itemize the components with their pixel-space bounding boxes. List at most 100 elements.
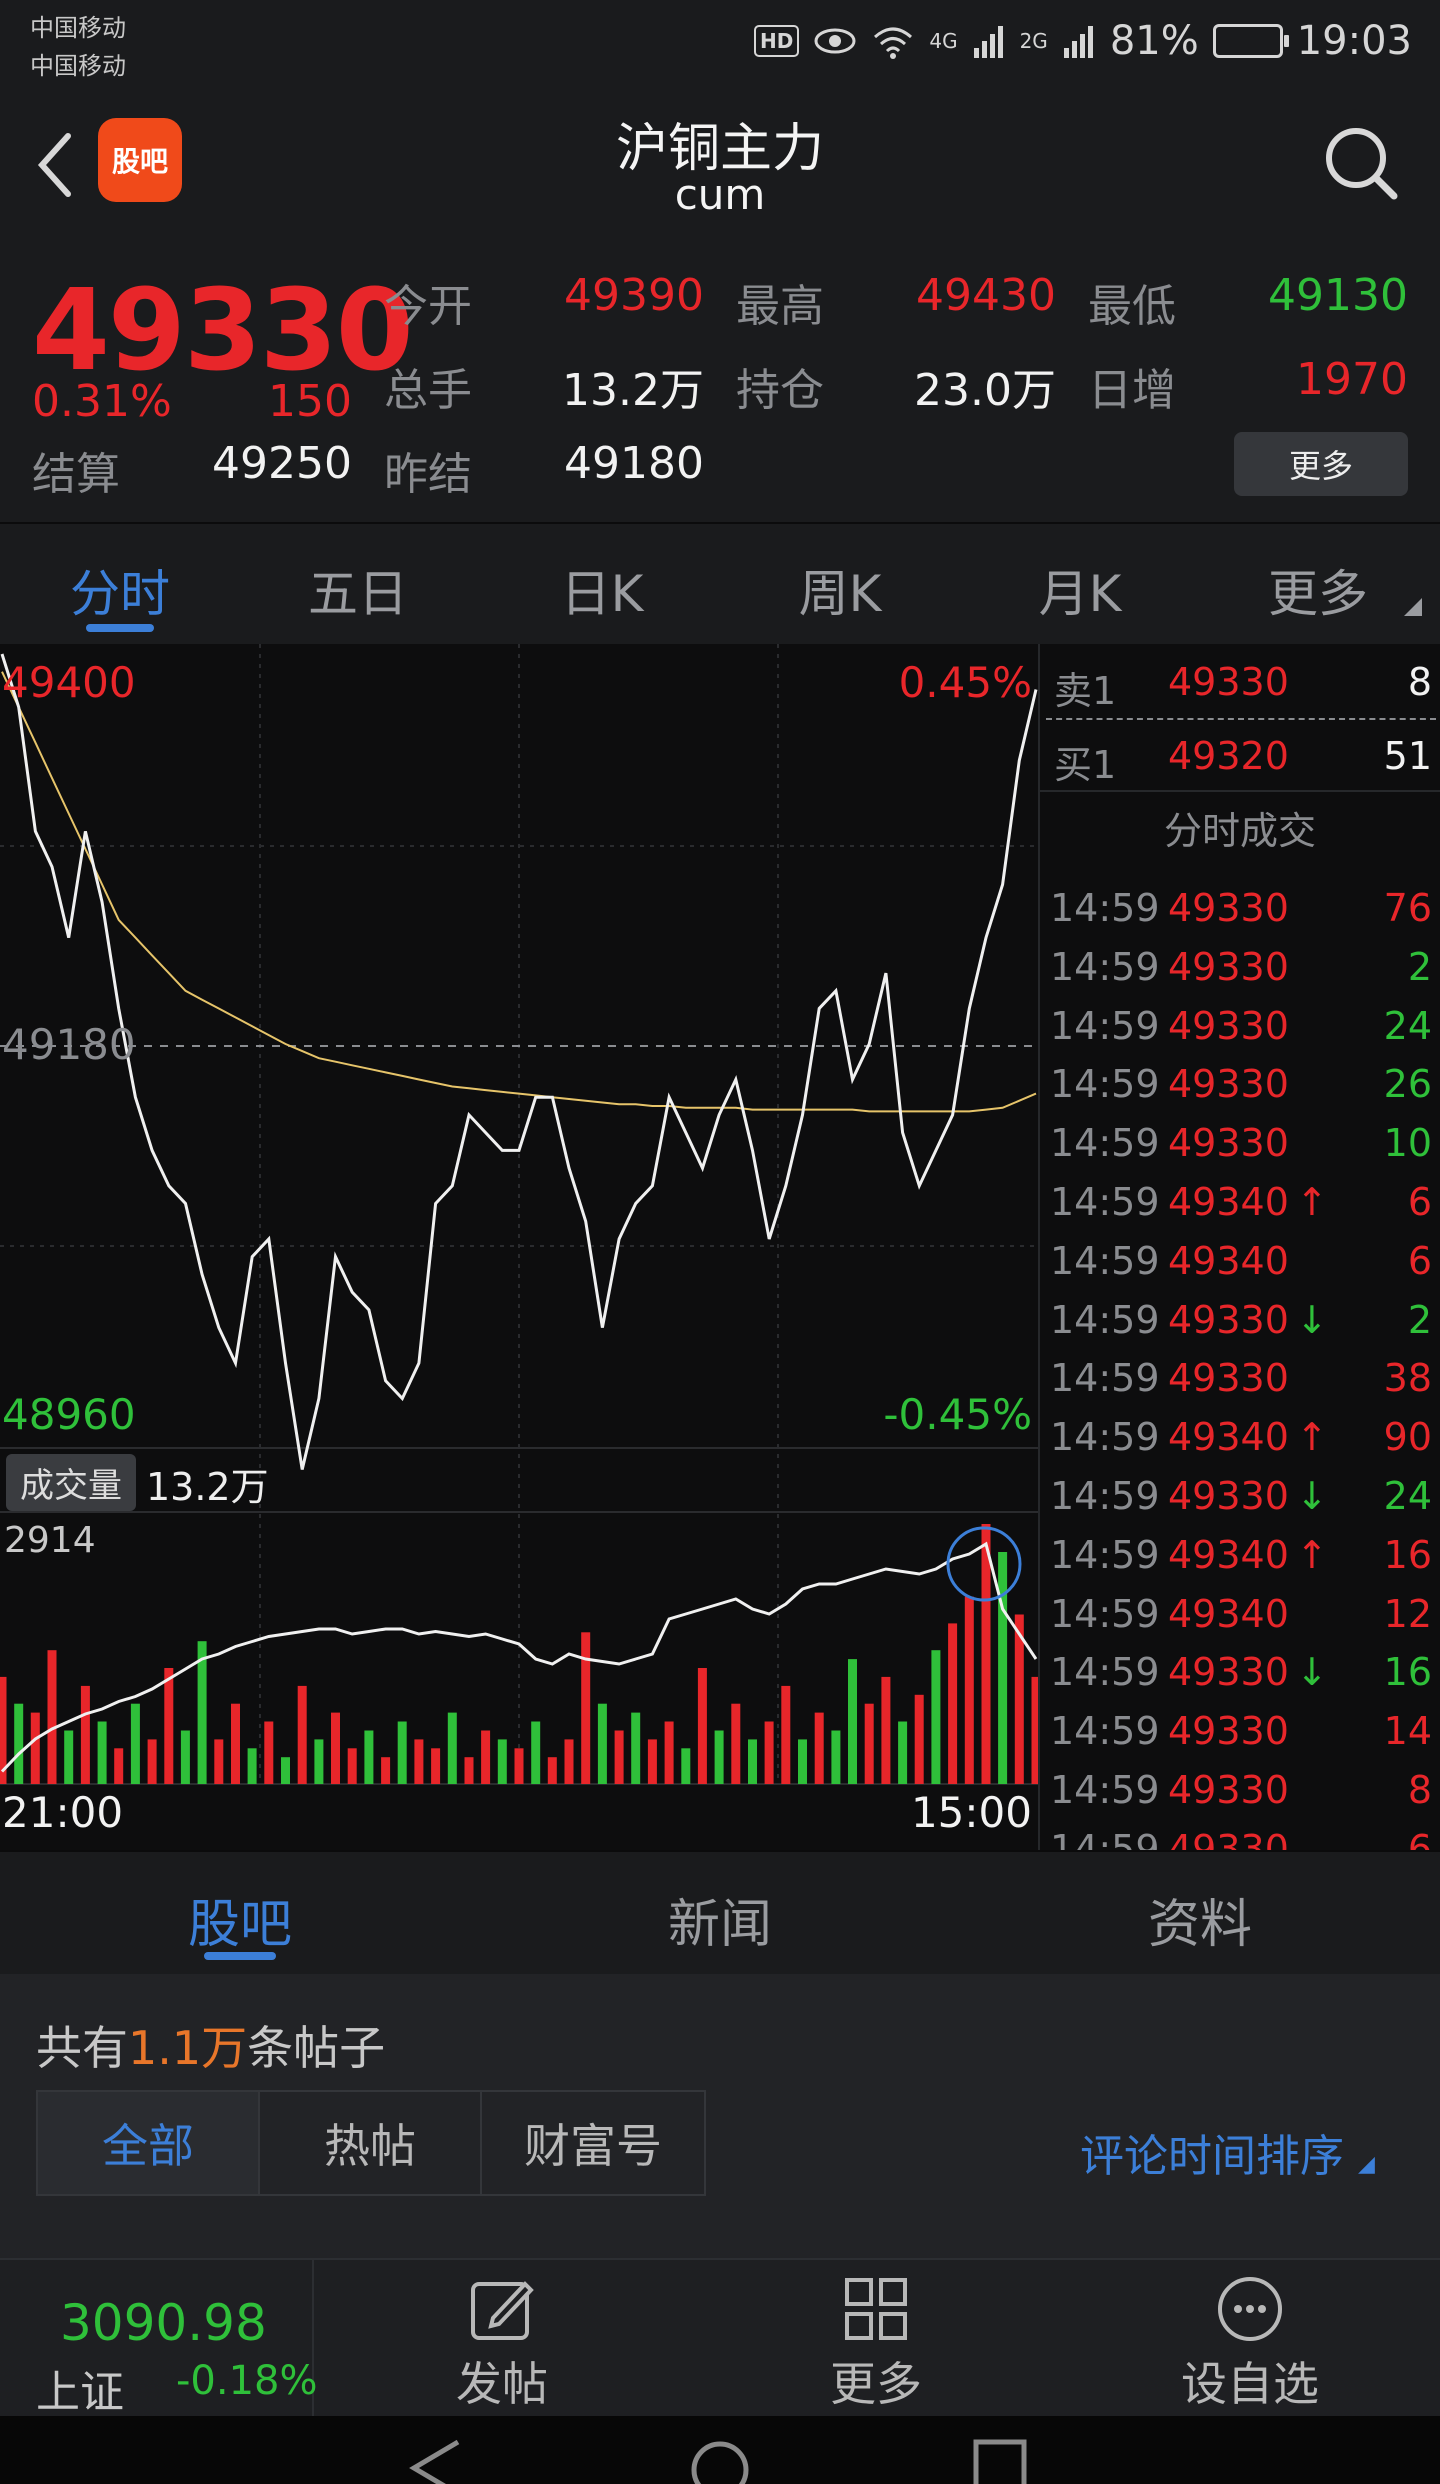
stat-value: 1970 [1296, 354, 1408, 405]
trade-time: 14:59 [1050, 1768, 1160, 1812]
volume-bar [964, 1596, 974, 1784]
trade-price: 49330 [1168, 1121, 1289, 1166]
volume-bar [281, 1757, 290, 1784]
sell-label: 卖1 [1054, 669, 1117, 713]
time-start-label: 21:00 [2, 1788, 124, 1837]
more-button[interactable]: 更多 [764, 2260, 988, 2418]
open-interest-line [0, 1541, 1038, 1773]
volume-bar [864, 1703, 874, 1784]
volume-label[interactable]: 成交量 [6, 1454, 136, 1511]
tab-guba[interactable]: 股吧 [187, 1895, 292, 1955]
tab-weekly-k[interactable]: 周K [798, 565, 882, 623]
volume-bar [681, 1748, 691, 1784]
status-icons: HD 4G 2G 81% 19:03 [754, 18, 1412, 64]
trade-price: 49330 [1168, 1062, 1289, 1107]
carrier-label: 中国移动 [30, 52, 126, 80]
volume-bar [114, 1748, 124, 1784]
trade-qty: 90 [1383, 1415, 1432, 1460]
watchlist-label: 设自选 [1181, 2357, 1319, 2411]
system-back-icon[interactable] [408, 2438, 464, 2484]
volume-bar [331, 1712, 340, 1784]
change-percent: 0.31% [32, 376, 172, 427]
network-2g-label: 2G [1019, 29, 1048, 53]
trade-qty: 10 [1383, 1121, 1432, 1166]
trade-row: 14:59 49330 26 [1046, 1056, 1436, 1114]
trade-row: 14:59 49330 ↓ 2 [1046, 1292, 1436, 1350]
more-stats-button[interactable]: 更多 [1234, 432, 1408, 496]
filter-all[interactable]: 全部 [36, 2090, 260, 2196]
trade-row: 14:59 49330 ↓ 16 [1046, 1644, 1436, 1702]
network-4g-label: 4G [929, 29, 958, 53]
trade-time: 14:59 [1050, 886, 1160, 930]
trade-row: 14:59 49330 24 [1046, 998, 1436, 1056]
volume-bar [714, 1730, 724, 1784]
trade-price: 49330 [1168, 1474, 1289, 1518]
price-line [0, 653, 1038, 1470]
post-button[interactable]: 发帖 [390, 2260, 614, 2418]
filter-hot[interactable]: 热帖 [258, 2090, 482, 2196]
change-value: 150 [268, 376, 352, 427]
trade-qty: 38 [1383, 1356, 1432, 1401]
index-name: 上证 [36, 2367, 124, 2418]
tab-monthly-k[interactable]: 月K [1038, 565, 1122, 623]
add-watchlist-button[interactable]: 设自选 [1138, 2260, 1362, 2418]
stat-value: 49430 [916, 270, 1056, 321]
trade-time: 14:59 [1050, 1180, 1160, 1224]
volume-bar [147, 1739, 157, 1784]
posts-section: 共有1.1万条帖子 全部 热帖 财富号 评论时间排序 ◢ [0, 1974, 1440, 2258]
edit-icon [471, 2281, 534, 2340]
trade-row: 14:59 49330 76 [1046, 880, 1436, 938]
sort-dropdown[interactable]: 评论时间排序 ◢ [1080, 2120, 1375, 2184]
intraday-chart[interactable]: 49400 0.45% 49180 48960 -0.45% 成交量 13.2万… [0, 644, 1041, 1850]
divider [0, 1850, 1440, 1852]
divider [0, 522, 1440, 524]
tab-intraday[interactable]: 分时 [70, 565, 170, 623]
trade-qty: 14 [1383, 1709, 1432, 1754]
filter-fortune[interactable]: 财富号 [480, 2090, 706, 2196]
trade-qty: 2 [1407, 944, 1432, 989]
post-count-suffix: 条帖子 [247, 2021, 386, 2075]
index-ticker[interactable]: 3090.98 上证 -0.18% [0, 2260, 318, 2418]
volume-bar [197, 1641, 207, 1784]
volume-bar [414, 1739, 424, 1784]
system-home-icon[interactable] [690, 2436, 750, 2484]
guba-logo[interactable]: 股吧 [98, 118, 182, 202]
volume-bar [931, 1650, 941, 1784]
trade-time: 14:59 [1050, 1297, 1160, 1342]
trade-row: 14:59 49330 2 [1046, 939, 1436, 997]
volume-bar [80, 1685, 90, 1784]
tab-five-day[interactable]: 五日 [308, 565, 408, 623]
volume-bar [447, 1712, 457, 1784]
volume-bar [364, 1730, 374, 1784]
up-arrow-icon: ↑ [1296, 1532, 1328, 1577]
tab-more[interactable]: 更多 [1268, 565, 1368, 623]
trade-qty: 24 [1383, 1003, 1432, 1048]
volume-bar [731, 1703, 741, 1784]
time-end-label: 15:00 [910, 1788, 1032, 1837]
system-recents-icon[interactable] [972, 2438, 1028, 2484]
volume-bar [1014, 1614, 1024, 1784]
volume-bar [397, 1721, 407, 1784]
volume-bar [381, 1757, 391, 1784]
back-icon[interactable] [34, 132, 74, 198]
trade-qty: 24 [1383, 1474, 1432, 1518]
volume-bar [531, 1721, 541, 1784]
trade-time: 14:59 [1050, 1532, 1160, 1577]
volume-bar [798, 1739, 807, 1784]
sell-price: 49330 [1168, 660, 1289, 704]
volume-bar [30, 1712, 40, 1784]
post-count-prefix: 共有 [36, 2021, 128, 2075]
last-price: 49330 [32, 266, 414, 396]
tab-profile[interactable]: 资料 [1147, 1895, 1252, 1955]
volume-bar [47, 1650, 57, 1784]
trade-qty: 16 [1383, 1650, 1432, 1695]
trade-price: 49330 [1168, 1650, 1289, 1695]
volume-bar [314, 1739, 324, 1784]
zoom-icon[interactable] [946, 1526, 1022, 1602]
tab-daily-k[interactable]: 日K [560, 565, 644, 623]
price-high-label: 49400 [2, 658, 136, 707]
volume-bar [597, 1703, 607, 1784]
tab-news[interactable]: 新闻 [667, 1895, 772, 1955]
stat-value: 49250 [212, 438, 352, 489]
search-icon[interactable] [1322, 124, 1398, 200]
